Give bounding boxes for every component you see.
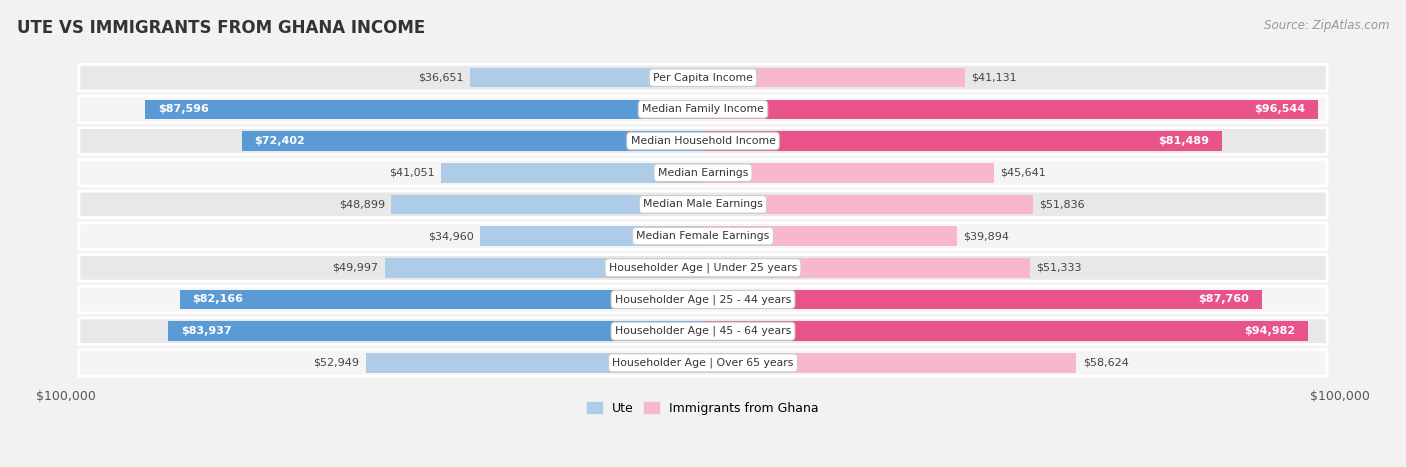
Text: $45,641: $45,641 — [1000, 168, 1046, 178]
Bar — [441, 163, 703, 183]
Text: Source: ZipAtlas.com: Source: ZipAtlas.com — [1264, 19, 1389, 32]
Text: Median Family Income: Median Family Income — [643, 104, 763, 114]
FancyBboxPatch shape — [79, 96, 1327, 123]
Text: $94,982: $94,982 — [1244, 326, 1295, 336]
FancyBboxPatch shape — [79, 223, 1327, 249]
Text: $51,333: $51,333 — [1036, 263, 1081, 273]
Bar — [242, 131, 703, 151]
Text: $82,166: $82,166 — [193, 295, 243, 304]
Bar — [703, 290, 1263, 309]
FancyBboxPatch shape — [79, 127, 1327, 154]
Bar — [703, 68, 965, 87]
Text: Median Household Income: Median Household Income — [630, 136, 776, 146]
Bar — [703, 258, 1031, 277]
Bar — [391, 195, 703, 214]
Text: $41,131: $41,131 — [972, 73, 1017, 83]
Text: $52,949: $52,949 — [314, 358, 360, 368]
FancyBboxPatch shape — [79, 255, 1327, 281]
Bar — [366, 353, 703, 373]
Text: Householder Age | 45 - 64 years: Householder Age | 45 - 64 years — [614, 326, 792, 336]
Text: $58,624: $58,624 — [1083, 358, 1129, 368]
Text: $96,544: $96,544 — [1254, 104, 1305, 114]
Text: $49,997: $49,997 — [332, 263, 378, 273]
Bar — [481, 226, 703, 246]
Text: $83,937: $83,937 — [181, 326, 232, 336]
Text: $34,960: $34,960 — [429, 231, 474, 241]
Text: $41,051: $41,051 — [389, 168, 434, 178]
Text: UTE VS IMMIGRANTS FROM GHANA INCOME: UTE VS IMMIGRANTS FROM GHANA INCOME — [17, 19, 425, 37]
FancyBboxPatch shape — [79, 64, 1327, 91]
FancyBboxPatch shape — [79, 350, 1327, 376]
Text: $39,894: $39,894 — [963, 231, 1010, 241]
Text: $87,596: $87,596 — [157, 104, 208, 114]
Bar — [703, 99, 1317, 119]
Legend: Ute, Immigrants from Ghana: Ute, Immigrants from Ghana — [582, 396, 824, 420]
Text: $51,836: $51,836 — [1039, 199, 1085, 209]
FancyBboxPatch shape — [79, 286, 1327, 313]
Bar — [703, 321, 1308, 341]
Text: $81,489: $81,489 — [1159, 136, 1209, 146]
Bar — [703, 226, 957, 246]
FancyBboxPatch shape — [79, 159, 1327, 186]
FancyBboxPatch shape — [79, 318, 1327, 345]
Text: Householder Age | Over 65 years: Householder Age | Over 65 years — [612, 358, 794, 368]
FancyBboxPatch shape — [79, 191, 1327, 218]
Text: Per Capita Income: Per Capita Income — [652, 73, 754, 83]
Bar — [169, 321, 703, 341]
Text: $72,402: $72,402 — [254, 136, 305, 146]
Text: $48,899: $48,899 — [339, 199, 385, 209]
Bar — [145, 99, 703, 119]
Bar — [470, 68, 703, 87]
Text: $36,651: $36,651 — [418, 73, 463, 83]
Text: $87,760: $87,760 — [1198, 295, 1250, 304]
Text: Median Female Earnings: Median Female Earnings — [637, 231, 769, 241]
Text: Median Earnings: Median Earnings — [658, 168, 748, 178]
Text: Householder Age | 25 - 44 years: Householder Age | 25 - 44 years — [614, 294, 792, 305]
Text: Median Male Earnings: Median Male Earnings — [643, 199, 763, 209]
Bar — [703, 195, 1033, 214]
Text: Householder Age | Under 25 years: Householder Age | Under 25 years — [609, 262, 797, 273]
Bar — [384, 258, 703, 277]
Bar — [703, 353, 1077, 373]
Bar — [180, 290, 703, 309]
Bar — [703, 131, 1222, 151]
Bar — [703, 163, 994, 183]
